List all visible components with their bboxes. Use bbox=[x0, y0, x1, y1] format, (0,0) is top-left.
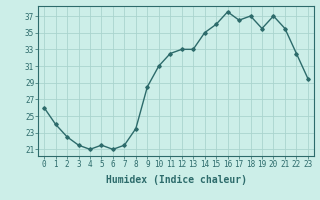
X-axis label: Humidex (Indice chaleur): Humidex (Indice chaleur) bbox=[106, 175, 246, 185]
